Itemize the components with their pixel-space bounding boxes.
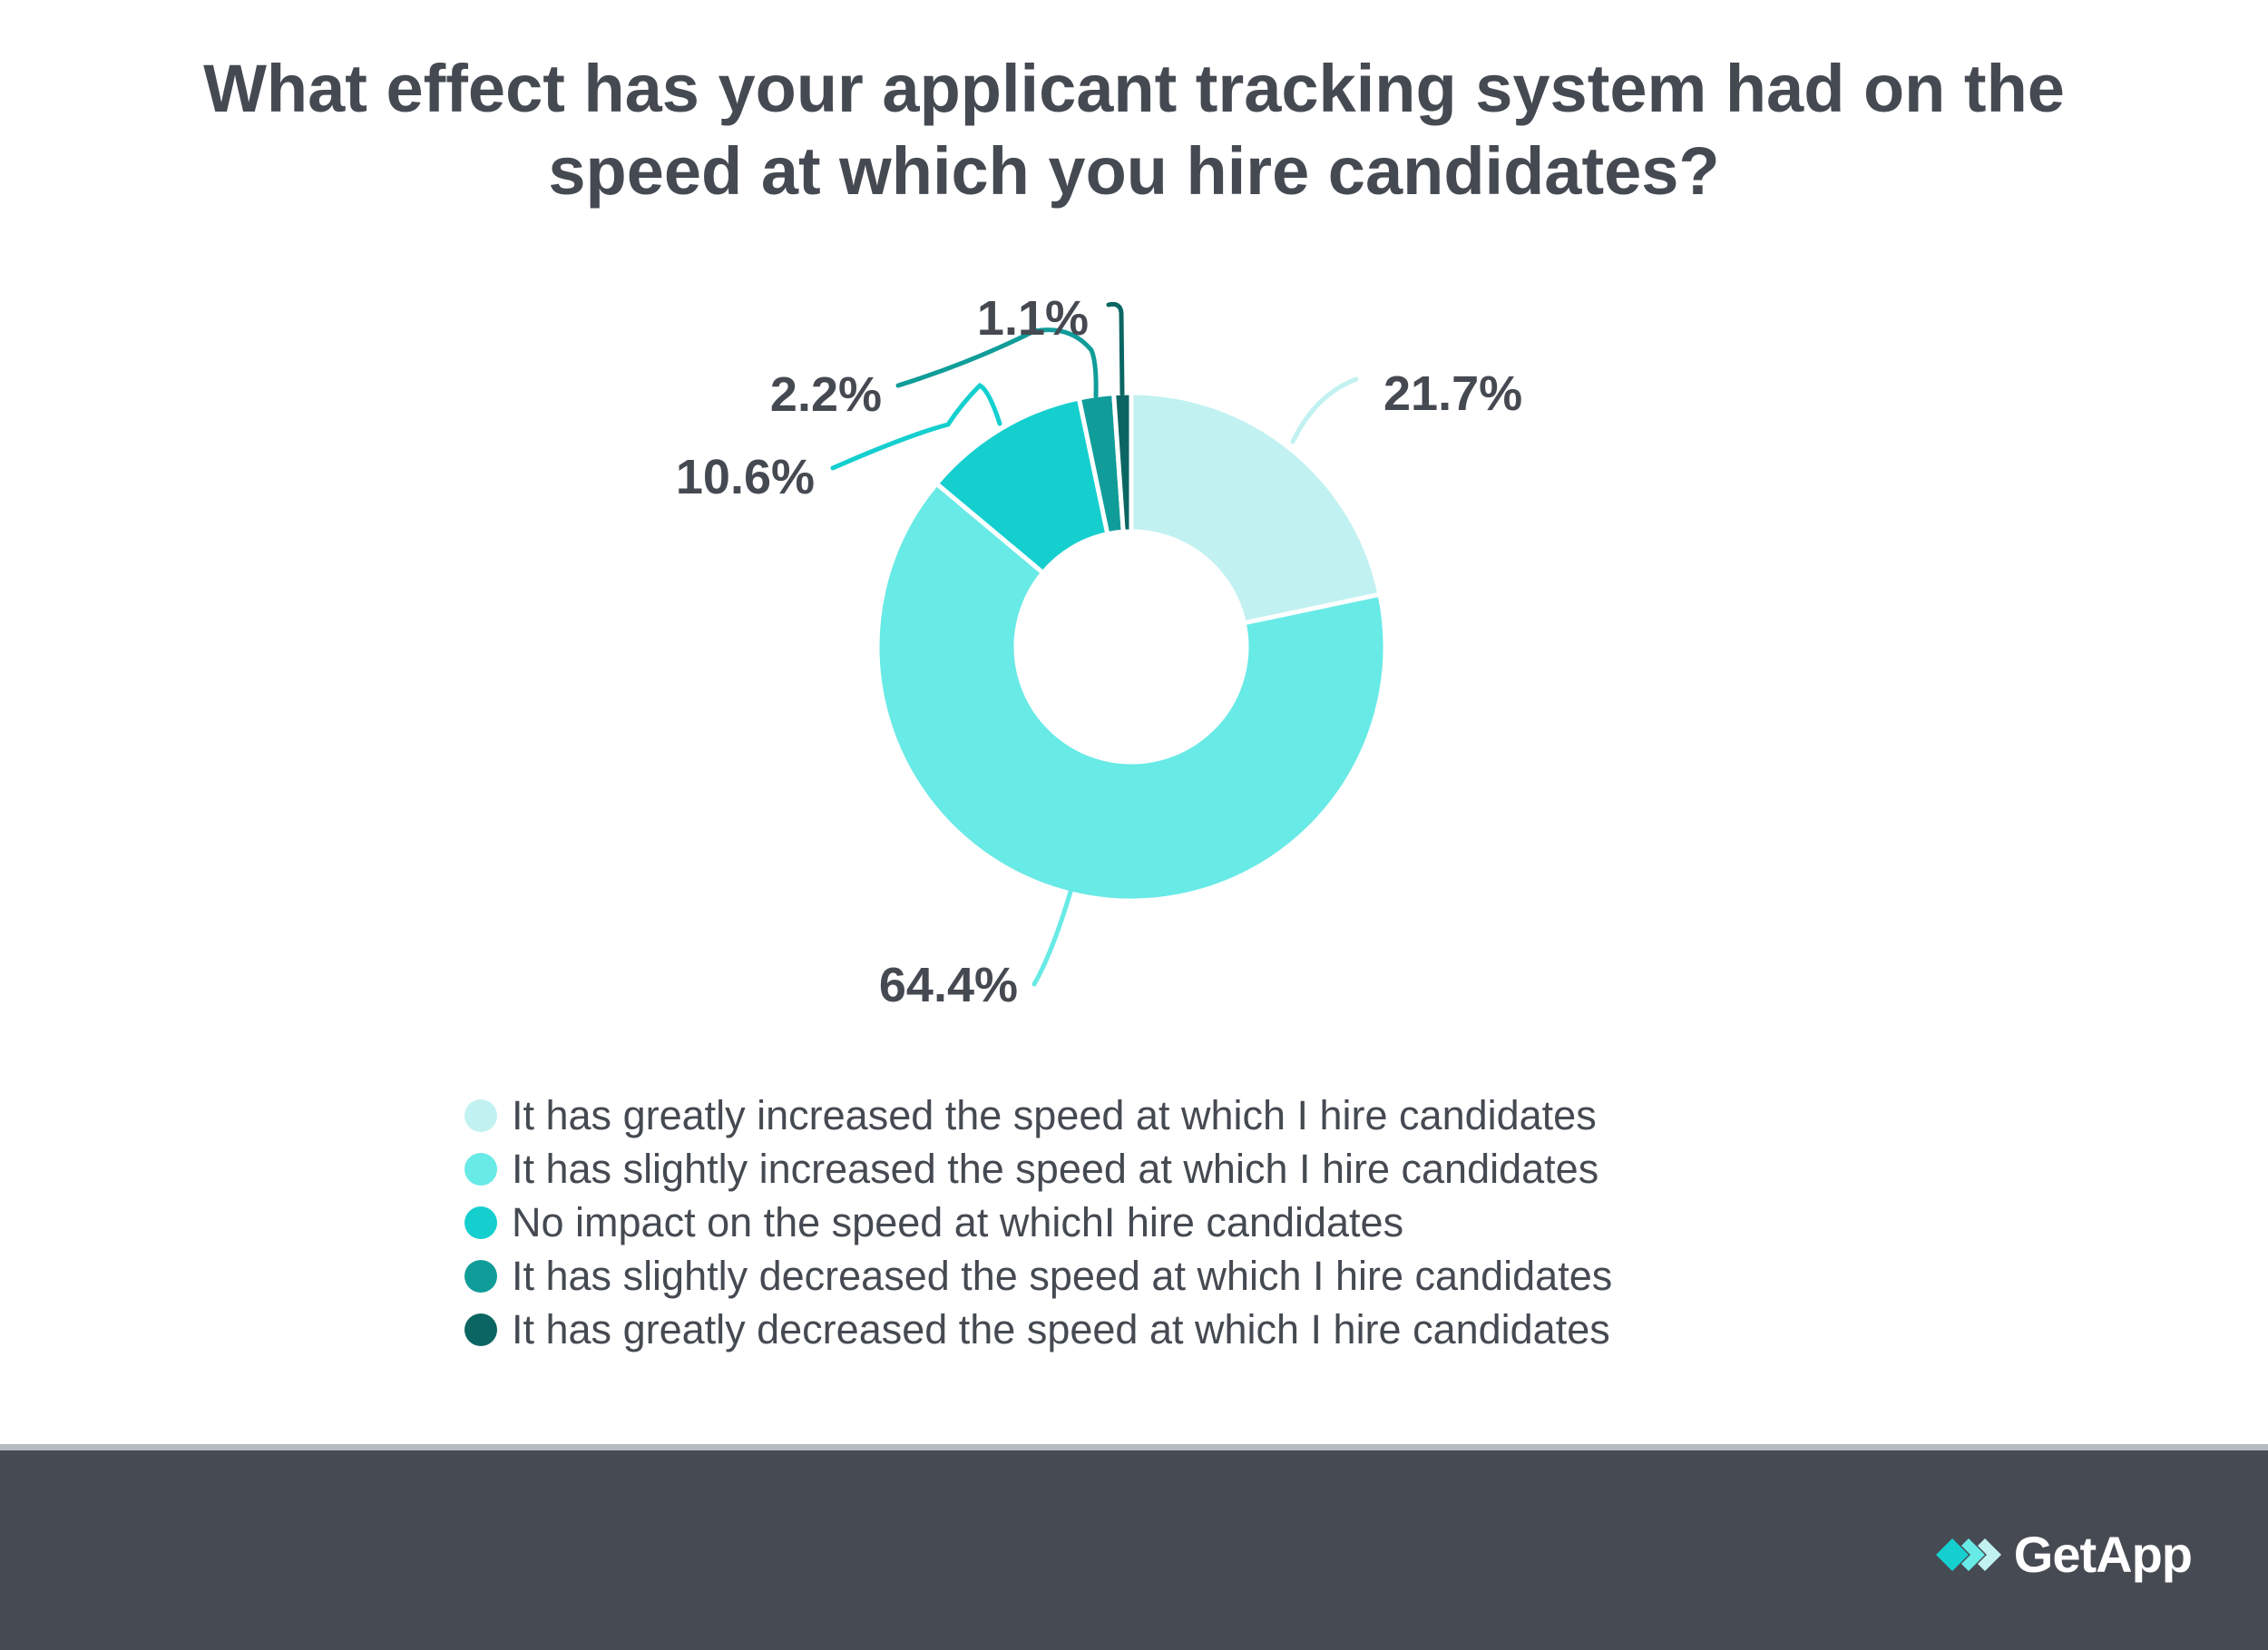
legend-swatch bbox=[464, 1206, 497, 1239]
leader-line bbox=[1290, 376, 1359, 444]
donut-slices bbox=[875, 390, 1388, 903]
legend-label: It has slightly decreased the speed at w… bbox=[512, 1253, 1613, 1299]
value-label: 1.1% bbox=[977, 291, 1089, 346]
leader-line bbox=[895, 327, 1099, 399]
leader-line bbox=[1106, 301, 1125, 396]
donut-slice bbox=[1129, 390, 1383, 626]
value-labels: 21.7% 64.4% 10.6% 2.2% 1.1% bbox=[676, 291, 1522, 1012]
brand-logo[interactable]: GetApp bbox=[1934, 1525, 2193, 1584]
legend-item: It has slightly increased the speed at w… bbox=[464, 1142, 1612, 1196]
leader-line bbox=[830, 382, 1002, 471]
legend-swatch bbox=[464, 1313, 497, 1346]
getapp-chevrons-icon bbox=[1935, 1538, 2001, 1571]
value-label: 10.6% bbox=[676, 450, 815, 504]
legend-label: It has greatly decreased the speed at wh… bbox=[512, 1306, 1610, 1352]
donut-slice bbox=[875, 481, 1388, 903]
legend-item: It has greatly increased the speed at wh… bbox=[464, 1089, 1612, 1142]
legend-swatch bbox=[464, 1152, 497, 1186]
legend: It has greatly increased the speed at wh… bbox=[464, 1089, 1612, 1356]
legend-item: It has slightly decreased the speed at w… bbox=[464, 1249, 1612, 1303]
legend-label: No impact on the speed at whichI hire ca… bbox=[512, 1199, 1404, 1245]
value-label: 64.4% bbox=[879, 958, 1018, 1012]
donut-slice bbox=[1111, 390, 1134, 534]
legend-swatch bbox=[464, 1098, 497, 1132]
value-label: 21.7% bbox=[1383, 366, 1522, 421]
value-label: 2.2% bbox=[770, 367, 882, 422]
legend-label: It has greatly increased the speed at wh… bbox=[512, 1092, 1597, 1138]
chart-title: What effect has your applicant tracking … bbox=[203, 51, 2065, 209]
legend-swatch bbox=[464, 1259, 497, 1293]
legend-item: It has greatly decreased the speed at wh… bbox=[464, 1303, 1612, 1356]
donut-chart: 21.7% 64.4% 10.6% 2.2% 1.1% bbox=[676, 291, 1522, 1012]
brand-name: GetApp bbox=[2013, 1526, 2193, 1583]
legend-label: It has slightly increased the speed at w… bbox=[512, 1146, 1599, 1192]
leader-lines bbox=[830, 301, 1359, 987]
leader-line bbox=[1031, 889, 1073, 987]
legend-item: No impact on the speed at whichI hire ca… bbox=[464, 1196, 1612, 1249]
footer-bar: GetApp bbox=[0, 1444, 2268, 1650]
